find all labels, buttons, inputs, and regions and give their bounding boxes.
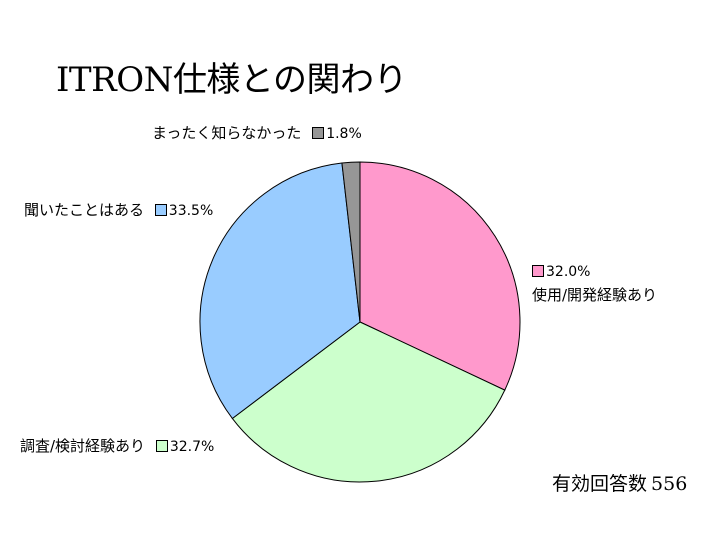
slice-percent: 33.5% [168,203,214,219]
legend-swatch-unknown [312,127,325,139]
response-count-value: 556 [651,473,688,495]
slice-label-text: 使用/開発経験あり [532,286,658,304]
label-slice-unknown: まったく知らなかった 1.8% [152,124,362,143]
pie-slice-investigate [231,321,506,483]
pie-slice-unknown [341,161,361,323]
slice-percent: 32.7% [169,439,215,455]
label-slice-use: 32.0% 使用/開発経験あり [532,262,657,304]
slice-label-text: 調査/検討経験あり [20,437,146,455]
legend-swatch-use [532,265,544,277]
chart-title: ITRON仕様との関わり [56,60,408,100]
label-slice-investigate: 調査/検討経験あり 32.7% [20,437,214,456]
slice-label-text: 聞いたことはある [24,201,145,219]
legend-swatch-heard [154,204,167,216]
response-count-label: 有効回答数 [552,473,648,495]
slice-percent: 32.0% [546,264,591,280]
response-count: 有効回答数 556 [552,469,687,496]
pie-slice-use [359,161,521,391]
pie-slice-heard [199,162,361,420]
label-slice-heard: 聞いたことはある 33.5% [24,201,213,220]
legend-swatch-investigate [155,440,168,452]
slice-label-text: まったく知らなかった [152,124,302,142]
slice-percent: 1.8% [326,126,362,142]
